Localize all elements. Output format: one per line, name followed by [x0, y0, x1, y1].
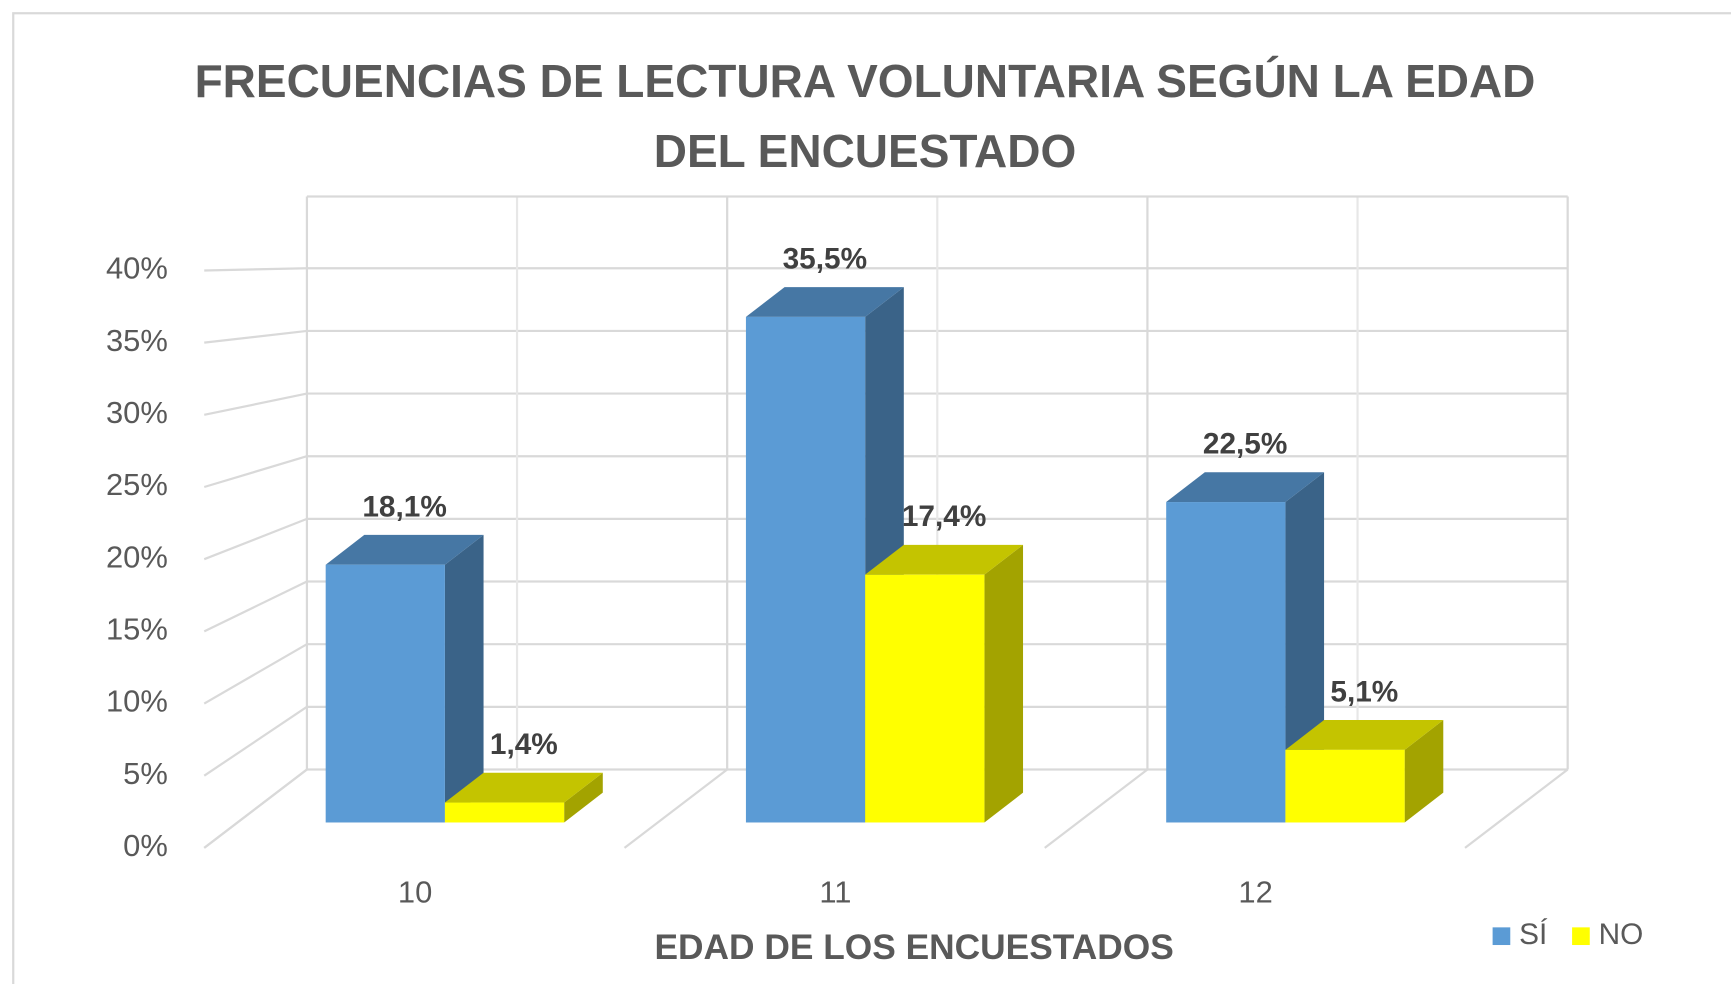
x-axis-title: EDAD DE LOS ENCUESTADOS: [654, 928, 1173, 967]
side-grid-line: [203, 517, 308, 561]
chart-title: FRECUENCIAS DE LECTURA VOLUNTARIA SEGÚN …: [194, 55, 1536, 177]
bar-top: [444, 772, 603, 803]
y-tick-label: 25%: [106, 467, 168, 502]
data-label: 5,1%: [1330, 675, 1398, 708]
side-grid-line: [204, 329, 308, 344]
legend-swatch: [1492, 927, 1511, 946]
bar: [325, 564, 445, 823]
bar-top: [745, 287, 904, 317]
y-tick-label: 5%: [123, 756, 168, 791]
x-tick-label: 12: [1238, 874, 1272, 909]
bar-side: [984, 544, 1024, 823]
bar-side: [1404, 720, 1444, 823]
legend-label: NO: [1599, 918, 1644, 951]
floor-line: [203, 768, 308, 849]
plot: 0% 5% 10% 15% 20% 25% 30% 35% 40% 10 18,1% 1,4% 11 35…: [12, 12, 1731, 984]
bar-top: [325, 534, 484, 565]
bar-top: [1285, 720, 1444, 750]
legend-label: SÍ: [1519, 918, 1548, 951]
x-tick-label: 10: [398, 874, 432, 909]
floor-line: [1464, 768, 1569, 849]
data-label: 17,4%: [902, 500, 987, 533]
side-grid-line: [204, 267, 307, 272]
side-grid-line: [204, 392, 308, 416]
side-grid-line: [203, 643, 308, 705]
y-tick-label: 20%: [106, 539, 168, 574]
side-grid-line: [203, 455, 308, 489]
side-grid-line: [203, 580, 308, 633]
y-tick-label: 30%: [106, 395, 168, 430]
data-label: 22,5%: [1203, 428, 1287, 461]
y-tick-label: 35%: [106, 323, 168, 358]
bar: [1166, 502, 1286, 823]
bar-top: [865, 544, 1024, 575]
x-tick-label: 11: [819, 874, 851, 909]
y-tick-label: 15%: [106, 612, 168, 647]
bar: [745, 316, 866, 823]
data-label: 18,1%: [362, 490, 447, 523]
side-grid-line: [203, 705, 308, 777]
data-label: 1,4%: [490, 728, 558, 761]
bar-side: [444, 534, 484, 823]
y-tick-label: 10%: [106, 684, 168, 719]
bar-side: [564, 772, 603, 823]
floor-line: [623, 768, 728, 849]
y-tick-label: 0%: [123, 828, 168, 863]
bar: [1285, 749, 1405, 823]
legend-swatch: [1572, 927, 1590, 946]
bar-top: [1166, 472, 1325, 503]
y-tick-label: 40%: [106, 251, 168, 286]
data-label: 35,5%: [783, 242, 868, 275]
floor-line: [1044, 768, 1149, 849]
frame: [12, 12, 1731, 984]
bar: [444, 802, 565, 823]
bar: [865, 574, 985, 823]
